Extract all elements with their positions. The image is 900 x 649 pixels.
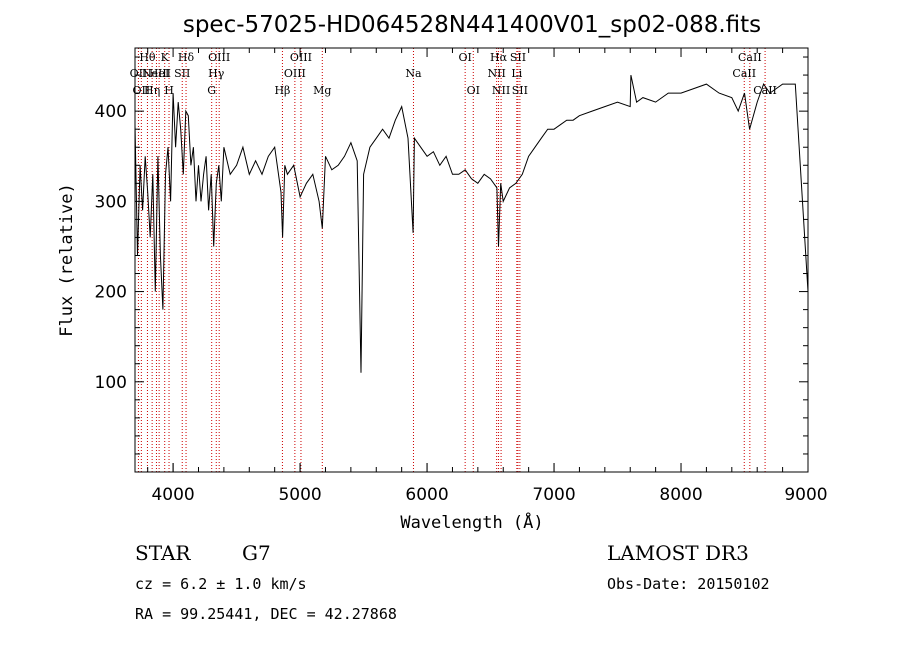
line-label-14: OIII bbox=[284, 67, 306, 80]
object-subclass: G7 bbox=[242, 541, 271, 565]
x-tick-label-5000: 5000 bbox=[278, 485, 321, 505]
y-tick-label-100: 100 bbox=[95, 373, 127, 393]
x-axis-label: Wavelength (Å) bbox=[400, 511, 543, 533]
x-tick-label-7000: 7000 bbox=[532, 485, 575, 505]
y-tick-label-200: 200 bbox=[95, 283, 127, 303]
line-label-0: OII bbox=[130, 67, 148, 80]
x-tick-label-9000: 9000 bbox=[784, 485, 827, 505]
line-label-3: Hη bbox=[144, 84, 160, 97]
line-label-1: OII bbox=[132, 84, 150, 97]
line-label-19: OI bbox=[467, 84, 480, 97]
spectral-line-labels: OIIOIIHθHηNeIIIHeIKHSIIHδGHγOIIIHβOIIIOI… bbox=[130, 51, 777, 97]
line-label-5: HeI bbox=[149, 67, 169, 80]
line-label-9: Hδ bbox=[178, 51, 195, 64]
y-axis-ticks: 100 200 300 400 bbox=[95, 56, 808, 455]
line-label-12: OIII bbox=[208, 51, 230, 64]
line-label-8: SII bbox=[174, 67, 190, 80]
x-tick-label-8000: 8000 bbox=[659, 485, 702, 505]
line-label-6: K bbox=[161, 51, 170, 64]
line-label-13: Hβ bbox=[274, 84, 290, 97]
line-label-21: Hα bbox=[490, 51, 508, 64]
line-label-18: OI bbox=[458, 51, 471, 64]
line-label-23: Li bbox=[511, 67, 522, 80]
line-label-11: Hγ bbox=[208, 67, 225, 80]
x-axis-ticks: 4000 5000 6000 7000 8000 9000 bbox=[147, 48, 828, 505]
line-label-7: H bbox=[164, 84, 174, 97]
line-label-27: CaII bbox=[738, 51, 762, 64]
line-label-16: Mg bbox=[313, 84, 331, 97]
y-tick-label-300: 300 bbox=[95, 192, 127, 212]
line-label-28: CaII bbox=[753, 84, 777, 97]
line-label-20: NII bbox=[487, 67, 505, 80]
redshift-velocity: cz = 6.2 ± 1.0 km/s bbox=[135, 575, 307, 593]
line-label-24: SII bbox=[510, 51, 526, 64]
survey-name: LAMOST DR3 bbox=[607, 541, 749, 565]
line-label-17: Na bbox=[405, 67, 422, 80]
observation-date: Obs-Date: 20150102 bbox=[607, 575, 770, 593]
x-tick-label-4000: 4000 bbox=[151, 485, 194, 505]
line-label-4: NeIII bbox=[142, 67, 171, 80]
line-label-10: G bbox=[207, 84, 216, 97]
object-class: STAR bbox=[135, 541, 191, 565]
line-label-15: OIII bbox=[290, 51, 312, 64]
y-axis-label: Flux (relative) bbox=[57, 183, 77, 337]
y-tick-label-400: 400 bbox=[95, 102, 127, 122]
x-tick-label-6000: 6000 bbox=[405, 485, 448, 505]
line-label-25: SII bbox=[512, 84, 528, 97]
line-label-2: Hθ bbox=[139, 51, 156, 64]
chart-title: spec-57025-HD064528N441400V01_sp02-088.f… bbox=[183, 12, 761, 38]
coordinates: RA = 99.25441, DEC = 42.27868 bbox=[135, 605, 397, 623]
plot-frame bbox=[134, 47, 809, 473]
line-label-22: NII bbox=[492, 84, 510, 97]
line-label-26: CaII bbox=[732, 67, 756, 80]
spectrum-line bbox=[134, 74, 809, 373]
spectral-line-markers bbox=[137, 48, 766, 472]
